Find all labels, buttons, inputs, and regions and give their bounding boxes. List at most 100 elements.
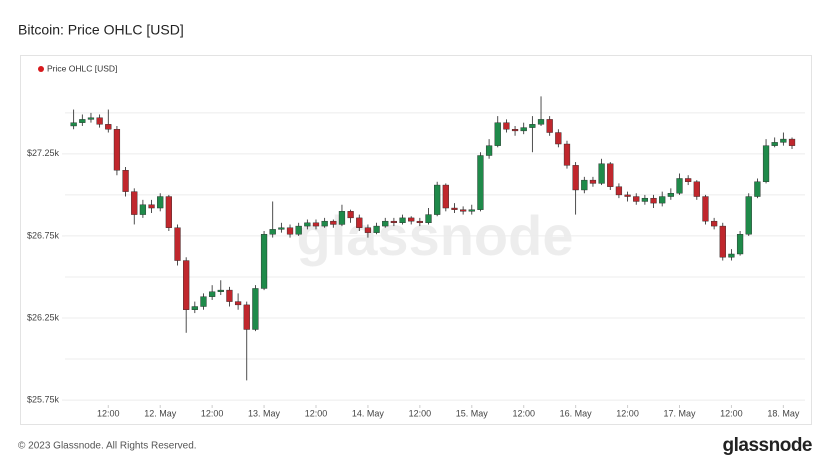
candle-body — [278, 227, 285, 230]
candle-body — [252, 288, 259, 330]
candle-body — [105, 124, 112, 130]
footer: © 2023 Glassnode. All Rights Reserved. — [18, 441, 197, 452]
candle-body — [286, 227, 294, 235]
candle-body — [615, 186, 623, 196]
candle-body — [356, 217, 363, 228]
candle-body — [399, 217, 406, 224]
candle-body — [676, 178, 683, 194]
candle-body — [788, 138, 796, 146]
candle-body — [494, 122, 501, 146]
candle-body — [468, 209, 475, 212]
candle-body — [87, 117, 95, 120]
candle-body — [330, 220, 337, 225]
candle-body — [529, 124, 536, 128]
x-tick-label: 13. May — [248, 408, 281, 418]
candle-body — [702, 196, 709, 222]
candle-body — [589, 179, 597, 184]
candle-body — [728, 253, 735, 258]
candle-body — [624, 194, 631, 197]
x-tick-label: 16. May — [560, 408, 593, 418]
x-tick-label: 12:00 — [201, 408, 224, 418]
candle-body — [269, 229, 276, 235]
x-tick-label: 12:00 — [305, 408, 328, 418]
candle-body — [390, 220, 398, 224]
logo: glassnode — [723, 435, 812, 456]
candle-body — [503, 122, 510, 130]
candle-body — [563, 143, 571, 166]
candle-body — [122, 170, 129, 192]
candle-body — [338, 211, 346, 225]
candle-body — [667, 193, 674, 197]
candle-body — [148, 204, 155, 209]
candle-body — [234, 301, 242, 306]
candle-body — [434, 184, 441, 215]
legend-label: Price OHLC [USD] — [47, 63, 117, 73]
candle-body — [477, 155, 484, 210]
candle-body — [520, 127, 527, 132]
candle-body — [555, 132, 562, 145]
candle-body — [79, 119, 86, 123]
candle-body — [174, 227, 181, 261]
candle-body — [581, 179, 588, 191]
candle-body — [719, 225, 726, 258]
candle-body — [442, 184, 449, 209]
candle-body — [364, 227, 372, 233]
y-tick-label: $25.75k — [27, 394, 60, 404]
plot: glassnode$25.75k$26.25k$26.75k$27.25k12:… — [27, 63, 805, 418]
candle-body — [373, 225, 380, 233]
candle-body — [485, 145, 493, 156]
candle-body — [295, 225, 302, 235]
candle-body — [217, 289, 224, 292]
x-tick-label: 12:00 — [720, 408, 743, 418]
x-tick-label: 18. May — [767, 408, 800, 418]
x-tick-label: 17. May — [663, 408, 696, 418]
x-tick-label: 14. May — [352, 408, 385, 418]
candle-body — [382, 220, 389, 227]
x-tick-label: 12. May — [144, 408, 177, 418]
candle-body — [157, 196, 164, 209]
candle-body — [650, 197, 657, 204]
candle-body — [139, 204, 147, 215]
candle-body — [460, 209, 467, 212]
candle-body — [200, 296, 207, 307]
candle-body — [511, 129, 519, 132]
candle-body — [416, 220, 423, 224]
candle-body — [312, 222, 320, 227]
candle-body — [165, 196, 172, 228]
candle-body — [131, 191, 138, 215]
candle-body — [607, 163, 614, 187]
x-tick-label: 12:00 — [409, 408, 432, 418]
candle-body — [425, 214, 432, 224]
candle-body — [209, 291, 216, 297]
candle-body — [659, 196, 666, 204]
candle-body — [451, 207, 458, 210]
candle-body — [693, 181, 700, 197]
chart-frame — [20, 55, 812, 425]
candle-body — [304, 222, 311, 227]
candle-body — [762, 145, 770, 182]
candle-body — [633, 196, 640, 202]
candle-body — [780, 138, 787, 143]
candle-body — [113, 129, 121, 171]
candle-body — [754, 181, 761, 197]
candle-body — [408, 217, 415, 222]
candle-body — [685, 178, 692, 182]
x-tick-label: 15. May — [456, 408, 489, 418]
candle-body — [537, 119, 545, 125]
candle-body — [598, 163, 605, 184]
candle-body — [243, 304, 250, 330]
y-tick-label: $27.25k — [27, 148, 60, 158]
candle-body — [546, 119, 553, 133]
legend-marker — [38, 66, 44, 72]
candle-body — [771, 142, 778, 146]
candle-body — [347, 211, 354, 219]
page-title: Bitcoin: Price OHLC [USD] — [18, 22, 184, 38]
candle-body — [183, 260, 190, 310]
candle-body — [96, 117, 103, 125]
y-tick-label: $26.75k — [27, 230, 60, 240]
candle-body — [260, 234, 268, 289]
candle-body — [736, 234, 744, 255]
candle-body — [321, 220, 328, 227]
